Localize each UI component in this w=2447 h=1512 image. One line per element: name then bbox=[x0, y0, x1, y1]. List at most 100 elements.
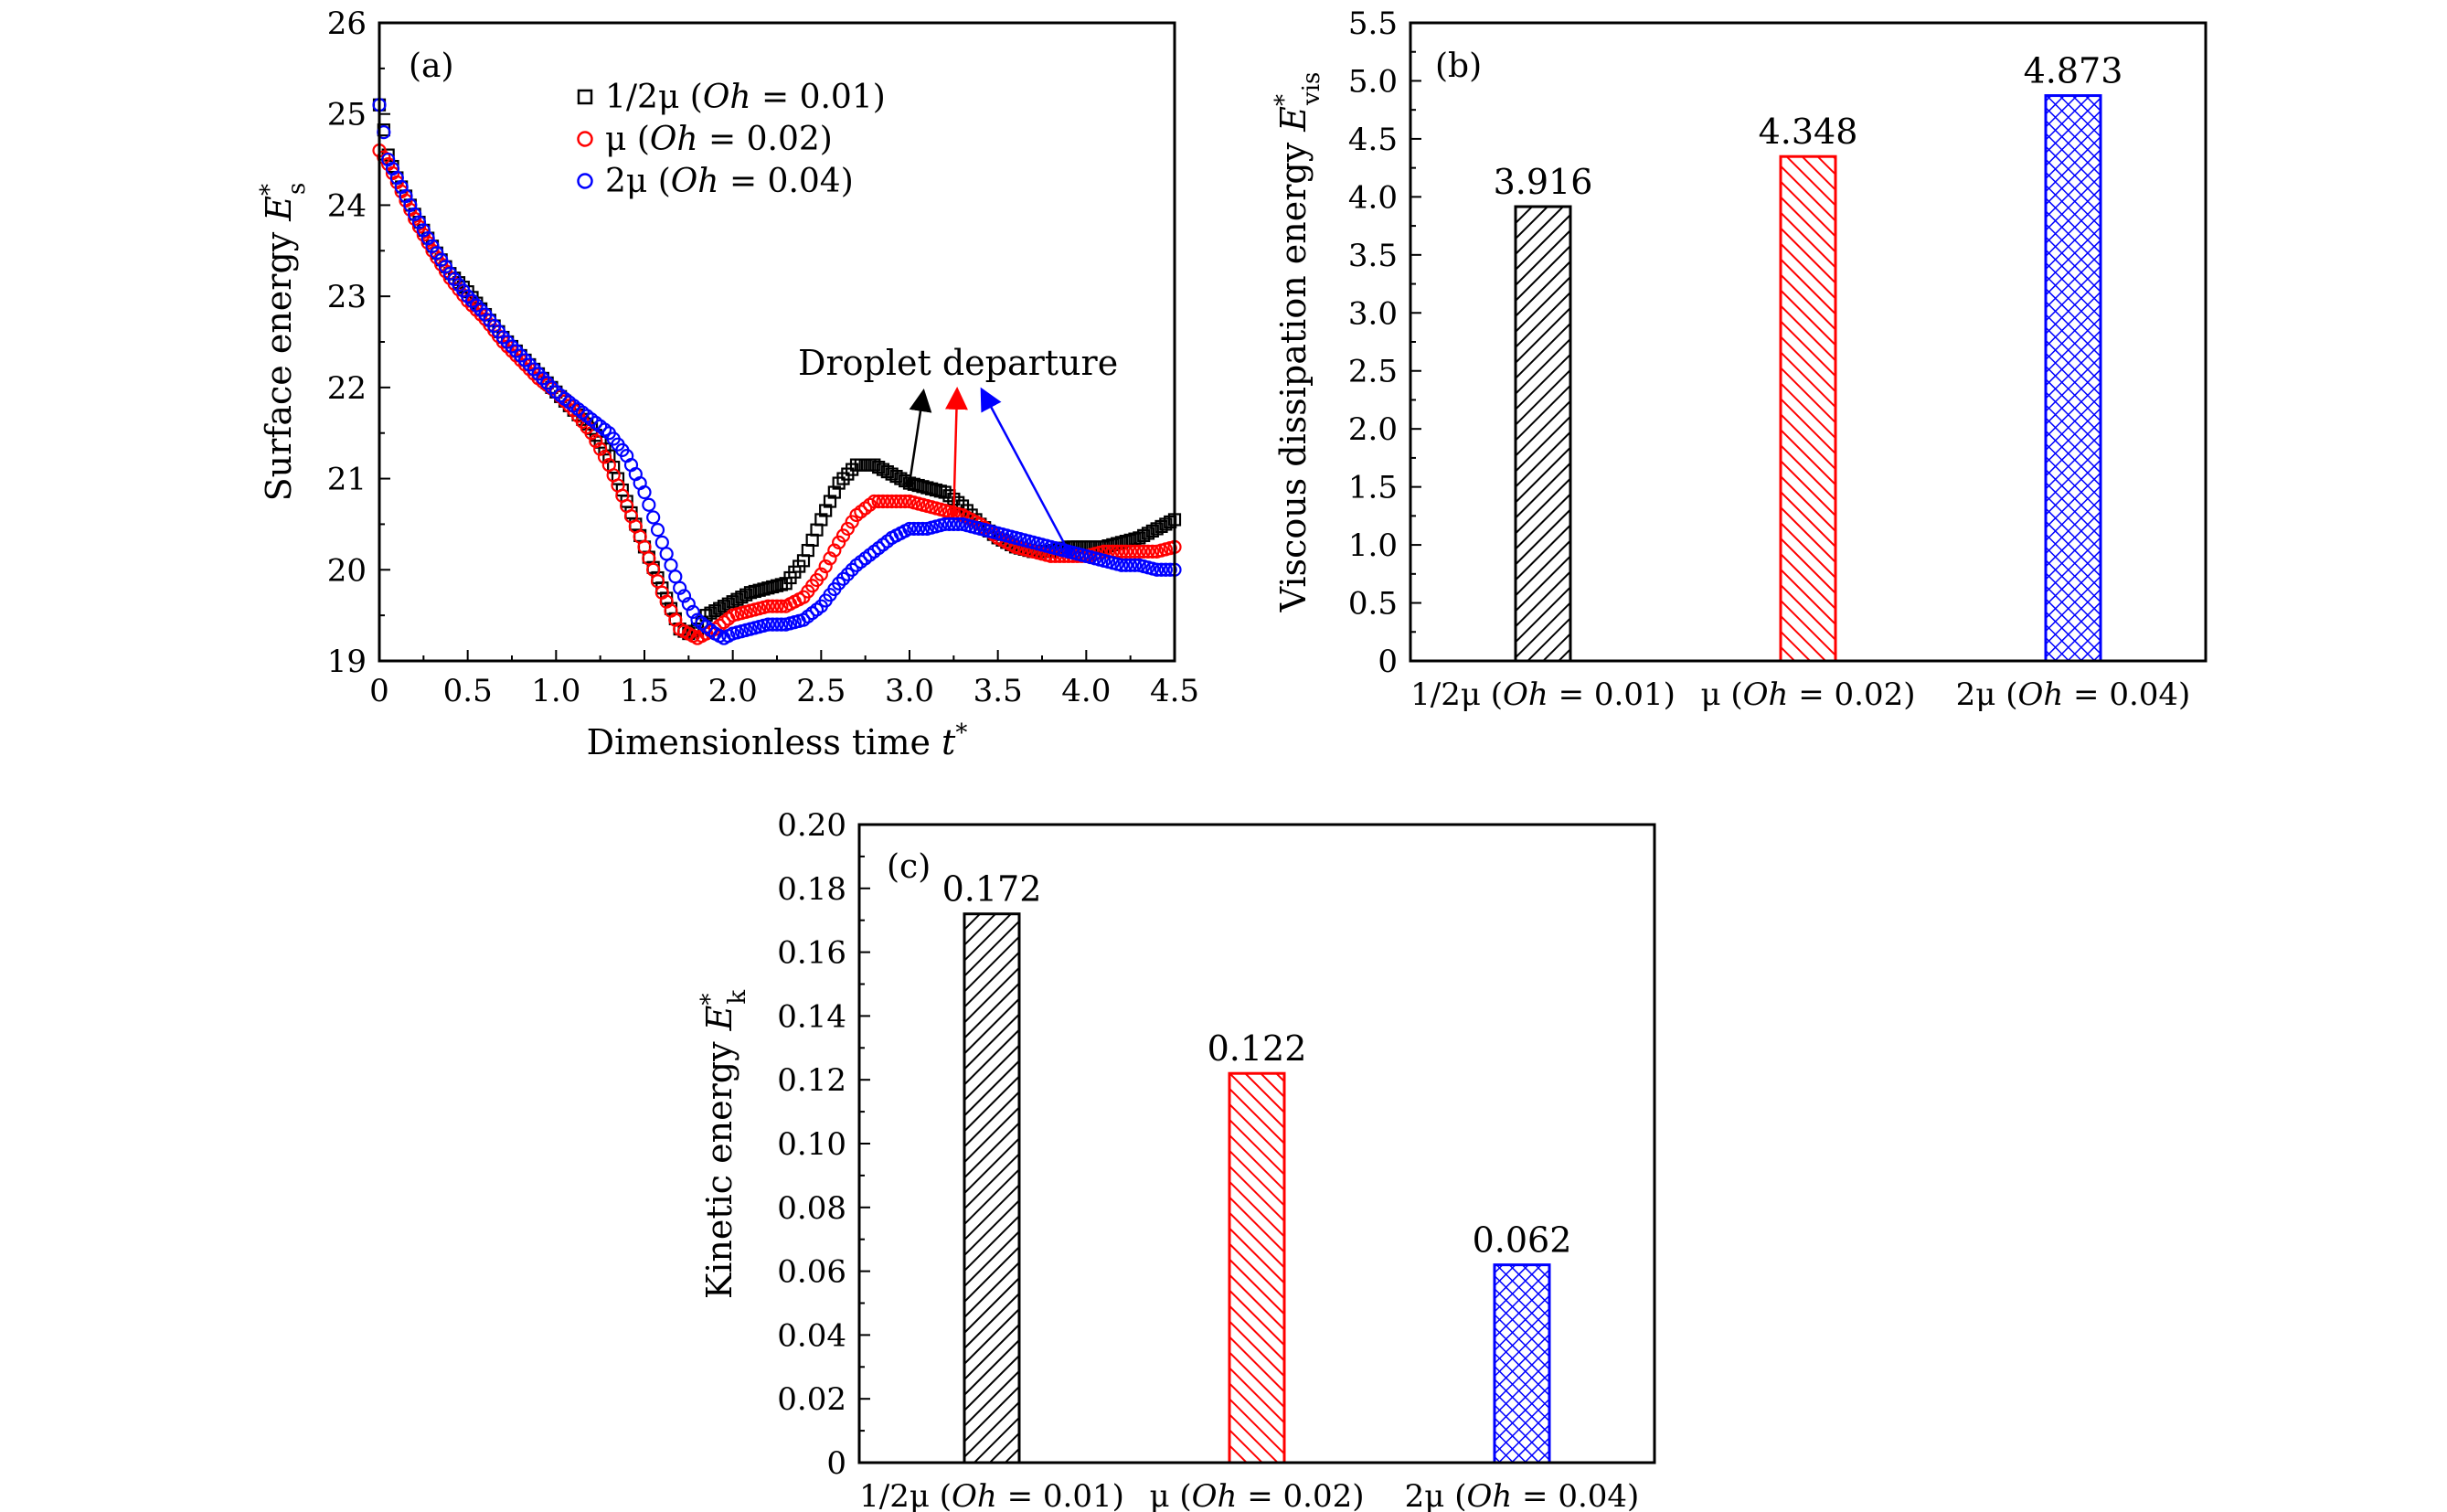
label-text: Viscous dissipation energy bbox=[1273, 132, 1314, 613]
x-tick-label: 2.0 bbox=[708, 673, 758, 709]
panel-c-kinetic-energy-chart: 0 0.02 0.04 0.06 0.08 0.10 0.12 0.14 0.16 0.18 0.2… bbox=[697, 807, 1656, 1512]
data-point bbox=[761, 599, 775, 613]
data-point bbox=[835, 571, 851, 586]
panel-a-x-axis-label: Dimensionless time t* bbox=[587, 719, 968, 762]
data-point bbox=[461, 289, 475, 303]
y-tick-label: 20 bbox=[327, 552, 367, 589]
data-point bbox=[438, 260, 453, 274]
data-point bbox=[676, 589, 692, 603]
x-tick-label: μ (Oh = 0.02) bbox=[1149, 1478, 1364, 1512]
data-label: 4.873 bbox=[2024, 51, 2123, 91]
panel-b-viscous-dissipation-chart: 0 0.5 1.0 1.5 2.0 2.5 3.0 3.5 4.0 4.5 5.0 5.5 1/2μ (… bbox=[1271, 5, 2208, 713]
y-tick-label: 0 bbox=[1378, 644, 1398, 680]
data-point bbox=[500, 335, 515, 349]
data-point bbox=[1123, 544, 1138, 559]
data-point bbox=[1127, 544, 1143, 559]
data-point bbox=[814, 567, 828, 581]
series-1 bbox=[372, 144, 1182, 645]
label-text: = 0.04) bbox=[2063, 676, 2190, 713]
data-point bbox=[377, 125, 391, 140]
data-point bbox=[770, 617, 784, 632]
data-point bbox=[464, 293, 480, 308]
data-point bbox=[946, 516, 961, 532]
data-point bbox=[642, 497, 656, 512]
panel-b-ticks: 0 0.5 1.0 1.5 2.0 2.5 3.0 3.5 4.0 4.5 5.0 5.5 1/2μ (… bbox=[1348, 5, 2190, 713]
data-point bbox=[827, 485, 841, 499]
data-point bbox=[531, 367, 546, 381]
data-point bbox=[637, 484, 652, 500]
label-text: Kinetic energy bbox=[699, 1030, 739, 1299]
label-superscript: * bbox=[955, 719, 967, 747]
x-tick-label: 1/2μ (Oh = 0.01) bbox=[1410, 676, 1676, 713]
panel-c-y-axis-label: Kinetic energy E*k bbox=[697, 990, 751, 1300]
data-point bbox=[818, 559, 833, 574]
label-text: = 0.01) bbox=[997, 1478, 1124, 1512]
data-point bbox=[514, 348, 528, 363]
data-point bbox=[416, 223, 431, 238]
data-point bbox=[659, 547, 674, 561]
y-tick-label: 2.0 bbox=[1348, 411, 1398, 448]
data-point bbox=[544, 380, 559, 395]
data-point bbox=[1145, 544, 1160, 559]
data-point bbox=[898, 494, 912, 509]
data-point bbox=[434, 252, 449, 267]
legend-marker bbox=[577, 89, 593, 105]
label-subscript: s bbox=[283, 183, 311, 195]
y-tick-label: 3.0 bbox=[1348, 295, 1398, 332]
data-point bbox=[766, 580, 780, 594]
x-tick-label: 2μ (Oh = 0.04) bbox=[1405, 1478, 1640, 1512]
data-point bbox=[473, 303, 488, 317]
label-text: 1/2μ ( bbox=[605, 79, 703, 116]
label-text: 1/2μ ( bbox=[859, 1478, 952, 1512]
label-superscript: * bbox=[1271, 94, 1298, 106]
panel-b-bars: 3.916 4.348 4.873 bbox=[1494, 51, 2123, 663]
label-text: = 0.01) bbox=[1548, 676, 1676, 713]
bar bbox=[2044, 94, 2102, 663]
label-subscript: vis bbox=[1298, 72, 1325, 106]
label-symbol: Oh bbox=[952, 1478, 997, 1512]
departure-arrows bbox=[905, 387, 1073, 557]
label-symbol: Oh bbox=[1192, 1478, 1238, 1512]
label-text: 2μ ( bbox=[605, 163, 671, 200]
data-point bbox=[902, 521, 917, 537]
data-point bbox=[774, 599, 789, 613]
label-symbol: Oh bbox=[1466, 1478, 1512, 1512]
data-point bbox=[765, 617, 780, 632]
y-tick-label: 5.5 bbox=[1348, 5, 1398, 42]
y-tick-label: 0.04 bbox=[777, 1317, 846, 1354]
data-point bbox=[1150, 562, 1165, 577]
data-point bbox=[911, 521, 926, 537]
bar bbox=[1779, 154, 1837, 663]
data-point bbox=[832, 535, 846, 549]
label-text: μ ( bbox=[1149, 1478, 1191, 1512]
data-point bbox=[430, 246, 444, 261]
departure-arrow bbox=[944, 387, 968, 513]
data-point bbox=[1128, 532, 1142, 546]
data-point bbox=[1123, 558, 1138, 572]
data-point bbox=[743, 586, 758, 600]
data-label: 0.122 bbox=[1208, 1028, 1307, 1069]
bar bbox=[963, 912, 1021, 1464]
data-point bbox=[425, 239, 440, 253]
x-tick-label: 3.0 bbox=[885, 673, 934, 709]
data-label: 0.172 bbox=[942, 869, 1042, 910]
x-tick-label: 4.0 bbox=[1061, 673, 1111, 709]
y-tick-label: 2.5 bbox=[1348, 354, 1398, 390]
data-point bbox=[823, 495, 837, 508]
data-point bbox=[770, 599, 784, 613]
departure-annotation: Droplet departure bbox=[798, 343, 1118, 557]
data-point bbox=[527, 362, 541, 377]
data-point bbox=[1163, 562, 1177, 577]
label-symbol: Oh bbox=[703, 79, 751, 116]
data-point bbox=[686, 604, 700, 620]
data-point bbox=[915, 521, 931, 537]
data-point bbox=[1132, 544, 1146, 559]
y-tick-label: 0.12 bbox=[777, 1062, 846, 1099]
data-point bbox=[867, 494, 881, 509]
data-point bbox=[522, 357, 537, 372]
label-symbol: Oh bbox=[650, 121, 698, 158]
y-tick-label: 0 bbox=[826, 1445, 846, 1482]
data-label: 0.062 bbox=[1473, 1220, 1572, 1261]
x-tick-label: 1.5 bbox=[620, 673, 669, 709]
